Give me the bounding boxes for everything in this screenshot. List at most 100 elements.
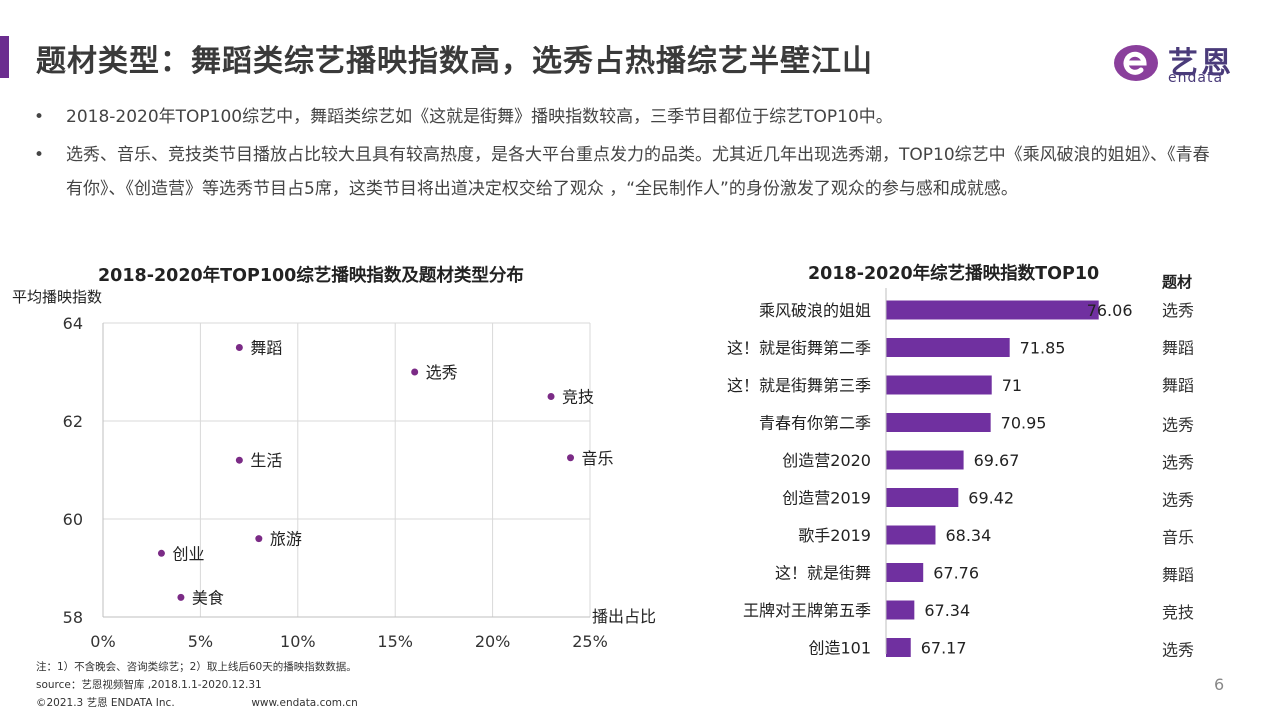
page-title: 题材类型：舞蹈类综艺播映指数高，选秀占热播综艺半壁江山 bbox=[36, 44, 873, 79]
bar-category-label: 青春有你第二季 bbox=[759, 414, 871, 433]
bullet-marker: • bbox=[34, 107, 45, 127]
bar-row: 这！就是街舞第二季 71.85 舞蹈 bbox=[727, 338, 1194, 358]
y-tick-label: 60 bbox=[63, 510, 83, 529]
bar-genre-label: 舞蹈 bbox=[1162, 376, 1194, 395]
scatter-point: 竞技 bbox=[547, 388, 594, 407]
scatter-point-label: 旅游 bbox=[270, 530, 302, 549]
y-tick-label: 64 bbox=[63, 314, 83, 333]
footer-note: 注：1）不含晚会、咨询类综艺；2）取上线后60天的播映指数数据。 bbox=[36, 661, 357, 673]
bar-row: 这！就是街舞第三季 71 舞蹈 bbox=[727, 375, 1194, 395]
bar-value-label: 70.95 bbox=[1001, 414, 1047, 433]
title-accent-bar bbox=[0, 36, 9, 78]
scatter-point: 旅游 bbox=[255, 530, 302, 549]
bar-category-label: 创造营2020 bbox=[782, 451, 871, 470]
scatter-point: 音乐 bbox=[567, 449, 614, 468]
scatter-point-marker bbox=[411, 368, 419, 376]
endata-logo-icon bbox=[1114, 45, 1158, 81]
bar-row: 创造101 67.17 选秀 bbox=[808, 638, 1194, 660]
bar-genre-label: 选秀 bbox=[1162, 301, 1194, 320]
bar bbox=[886, 600, 915, 620]
y-tick-label: 58 bbox=[63, 608, 83, 627]
scatter-point: 美食 bbox=[177, 588, 224, 607]
scatter-point-label: 音乐 bbox=[582, 449, 614, 468]
bar-row: 这！就是街舞 67.76 舞蹈 bbox=[775, 563, 1194, 585]
logo-chinese-name: 艺恩 bbox=[1168, 46, 1234, 81]
x-tick-label: 25% bbox=[572, 632, 608, 651]
bar-value-label: 67.34 bbox=[924, 601, 970, 620]
bullet-marker: • bbox=[34, 145, 45, 165]
bullet-item: • 选秀、音乐、竞技类节目播放占比较大且具有较高热度，是各大平台重点发力的品类。… bbox=[34, 138, 1214, 206]
bar-value-label: 67.76 bbox=[933, 564, 979, 583]
bar-value-label: 67.17 bbox=[921, 639, 967, 658]
bar bbox=[886, 638, 911, 657]
bullet-text: 2018-2020年TOP100综艺中，舞蹈类综艺如《这就是街舞》播映指数较高，… bbox=[66, 107, 893, 127]
y-axis-title: 平均播映指数 bbox=[12, 288, 102, 306]
footer-copyright: ©2021.3 艺恩 ENDATA Inc. bbox=[36, 697, 175, 709]
bar-category-label: 王牌对王牌第五季 bbox=[743, 601, 871, 620]
scatter-chart-title: 2018-2020年TOP100综艺播映指数及题材类型分布 bbox=[98, 266, 524, 286]
scatter-point-label: 竞技 bbox=[562, 388, 594, 407]
bar bbox=[886, 338, 1010, 357]
bar-genre-label: 选秀 bbox=[1162, 491, 1194, 510]
footer-website[interactable]: www.endata.com.cn bbox=[251, 697, 358, 709]
bullet-text: 选秀、音乐、竞技类节目播放占比较大且具有较高热度，是各大平台重点发力的品类。尤其… bbox=[66, 145, 1210, 199]
scatter-point-label: 创业 bbox=[172, 544, 204, 563]
x-tick-label: 20% bbox=[475, 632, 511, 651]
scatter-point-label: 选秀 bbox=[426, 363, 458, 382]
scatter-point-marker bbox=[235, 344, 243, 351]
bar-genre-label: 选秀 bbox=[1162, 453, 1194, 472]
bar-value-label: 76.06 bbox=[1087, 301, 1133, 320]
bar-genre-label: 舞蹈 bbox=[1162, 339, 1194, 358]
genre-column-header: 题材 bbox=[1162, 273, 1192, 291]
bullet-list: • 2018-2020年TOP100综艺中，舞蹈类综艺如《这就是街舞》播映指数较… bbox=[34, 100, 1214, 210]
scatter-point-marker bbox=[567, 454, 575, 462]
scatter-point: 舞蹈 bbox=[235, 339, 282, 358]
scatter-point: 选秀 bbox=[411, 363, 458, 382]
footer-source: source：艺恩视频智库 ,2018.1.1-2020.12.31 bbox=[36, 679, 262, 691]
bar-value-label: 69.67 bbox=[974, 451, 1020, 470]
bar-row: 歌手2019 68.34 音乐 bbox=[798, 525, 1194, 547]
page-number: 6 bbox=[1214, 675, 1225, 694]
bar bbox=[886, 450, 964, 470]
bar bbox=[886, 413, 991, 432]
scatter-point-label: 美食 bbox=[192, 588, 224, 607]
scatter-point: 生活 bbox=[235, 451, 282, 470]
bar-row: 青春有你第二季 70.95 选秀 bbox=[759, 413, 1194, 435]
bar bbox=[886, 300, 1099, 320]
bar-row: 创造营2020 69.67 选秀 bbox=[782, 450, 1194, 472]
bar-chart-title: 2018-2020年综艺播映指数TOP10 bbox=[808, 264, 1100, 284]
bar bbox=[886, 525, 936, 545]
bar bbox=[886, 375, 992, 395]
x-tick-label: 10% bbox=[280, 632, 316, 651]
bar-value-label: 69.42 bbox=[968, 489, 1014, 508]
footer-notes: 注：1）不含晚会、咨询类综艺；2）取上线后60天的播映指数数据。 source：… bbox=[36, 658, 358, 712]
scatter-point-marker bbox=[157, 549, 165, 557]
bar-category-label: 这！就是街舞 bbox=[775, 564, 871, 583]
scatter-point-marker bbox=[255, 535, 263, 543]
x-axis-title: 播出占比 bbox=[592, 607, 656, 626]
bar bbox=[886, 563, 924, 582]
bar-category-label: 这！就是街舞第二季 bbox=[727, 339, 871, 358]
bar bbox=[886, 488, 959, 507]
scatter-point-marker bbox=[177, 593, 185, 601]
scatter-point-label: 生活 bbox=[250, 451, 282, 470]
bar-row: 王牌对王牌第五季 67.34 竞技 bbox=[743, 600, 1194, 622]
bar-row: 创造营2019 69.42 选秀 bbox=[782, 488, 1194, 510]
bar-value-label: 71.85 bbox=[1020, 339, 1066, 358]
x-tick-label: 15% bbox=[377, 632, 413, 651]
x-tick-label: 5% bbox=[188, 632, 213, 651]
bar-genre-label: 选秀 bbox=[1162, 641, 1194, 660]
bar-category-label: 这！就是街舞第三季 bbox=[727, 376, 871, 395]
scatter-point-marker bbox=[235, 456, 243, 464]
bar-row: 乘风破浪的姐姐 76.06 选秀 bbox=[759, 300, 1194, 320]
footer-copyright-line: ©2021.3 艺恩 ENDATA Inc. www.endata.com.cn bbox=[36, 694, 358, 712]
bar-category-label: 创造营2019 bbox=[782, 489, 871, 508]
bar-category-label: 创造101 bbox=[808, 639, 871, 658]
bar-genre-label: 舞蹈 bbox=[1162, 566, 1194, 585]
y-tick-label: 62 bbox=[63, 412, 83, 431]
bar-value-label: 71 bbox=[1002, 376, 1022, 395]
bar-value-label: 68.34 bbox=[945, 526, 991, 545]
endata-logo: 艺恩 endata bbox=[1112, 40, 1242, 88]
scatter-point-label: 舞蹈 bbox=[250, 339, 282, 358]
